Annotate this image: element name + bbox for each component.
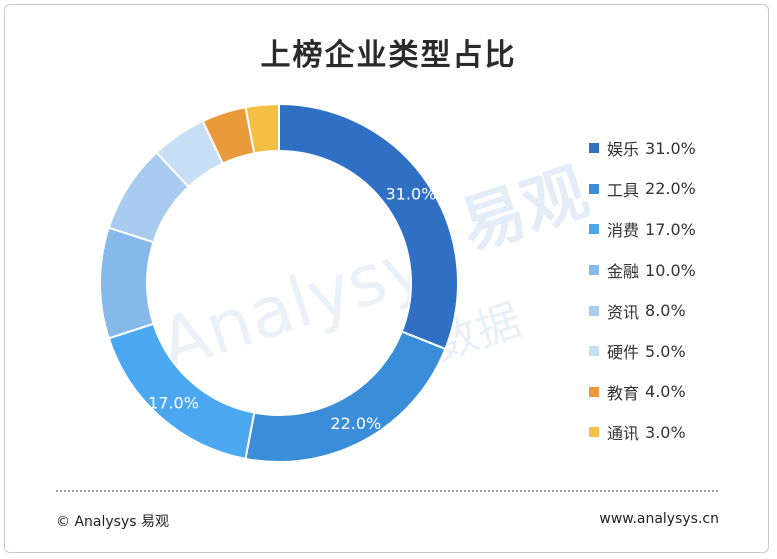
- legend-value: 8.0%: [645, 301, 686, 321]
- legend-label: 硬件: [607, 343, 640, 363]
- legend-swatch: [589, 427, 599, 438]
- chart-title: 上榜企业类型占比: [260, 38, 517, 73]
- legend-item-教育: 教育 4.0%: [589, 372, 759, 413]
- data-label-娱乐: 31.0%: [386, 184, 437, 203]
- chart-legend: 娱乐 31.0% 工具 22.0% 消费 17.0% 金融 10.0% 资讯 8.0% 硬件 5.0%…: [589, 128, 759, 453]
- legend-swatch: [589, 183, 599, 194]
- legend-swatch: [589, 346, 599, 357]
- legend-swatch: [589, 224, 599, 235]
- legend-label: 金融: [607, 262, 640, 282]
- legend-label: 消费: [607, 221, 640, 241]
- footer-url[interactable]: www.analysys.cn: [599, 511, 719, 527]
- legend-swatch: [589, 265, 599, 276]
- donut-slice-娱乐: [278, 102, 459, 351]
- data-label-工具: 22.0%: [330, 414, 381, 433]
- legend-label: 工具: [607, 180, 640, 200]
- legend-value: 10.0%: [645, 260, 696, 280]
- legend-swatch: [589, 305, 599, 316]
- footer-divider: [56, 490, 718, 492]
- legend-item-金融: 金融 10.0%: [589, 250, 759, 291]
- legend-item-消费: 消费 17.0%: [589, 209, 759, 250]
- donut-slice-通讯: [244, 102, 280, 155]
- legend-label: 通讯: [607, 424, 640, 444]
- legend-item-硬件: 硬件 5.0%: [589, 331, 759, 372]
- legend-item-资讯: 资讯 8.0%: [589, 290, 759, 331]
- legend-label: 资讯: [607, 302, 640, 322]
- legend-label: 教育: [607, 383, 640, 403]
- donut-slice-工具: [244, 330, 447, 463]
- legend-swatch: [589, 386, 599, 397]
- legend-item-娱乐: 娱乐 31.0%: [589, 128, 759, 169]
- legend-value: 4.0%: [645, 382, 686, 402]
- donut-slice-金融: [99, 226, 155, 340]
- legend-item-工具: 工具 22.0%: [589, 169, 759, 210]
- legend-value: 31.0%: [645, 138, 696, 158]
- legend-value: 5.0%: [645, 341, 686, 361]
- legend-value: 22.0%: [645, 179, 696, 199]
- footer-copyright: © Analysys 易观: [56, 514, 169, 530]
- legend-label: 娱乐: [607, 140, 640, 160]
- legend-item-通讯: 通讯 3.0%: [589, 412, 759, 453]
- donut-slice-消费: [107, 322, 256, 460]
- legend-value: 3.0%: [645, 422, 686, 442]
- data-label-消费: 17.0%: [148, 394, 199, 413]
- legend-value: 17.0%: [645, 219, 696, 239]
- legend-swatch: [589, 143, 599, 154]
